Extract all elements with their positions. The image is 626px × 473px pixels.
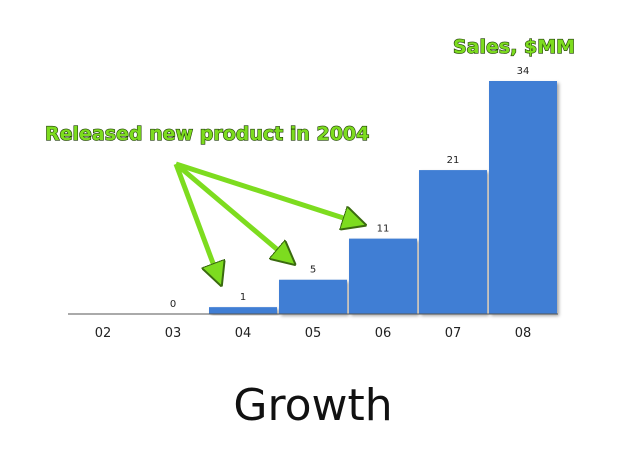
arrow <box>175 161 362 224</box>
bar <box>489 81 557 314</box>
data-label: 11 <box>377 224 390 235</box>
chart-title: Growth <box>233 380 392 431</box>
data-label: 5 <box>310 265 316 276</box>
data-label: 34 <box>517 66 530 77</box>
bar <box>209 307 277 314</box>
data-label: 21 <box>447 155 460 166</box>
x-tick-label: 06 <box>375 326 392 341</box>
x-tick-label: 07 <box>445 326 462 341</box>
arrows <box>173 161 362 282</box>
data-label: 0 <box>170 299 176 310</box>
x-tick-label: 02 <box>95 326 112 341</box>
bar <box>349 238 417 314</box>
arrow <box>173 163 220 282</box>
bars <box>209 81 557 314</box>
x-tick-label: 03 <box>165 326 182 341</box>
bar <box>279 279 347 314</box>
x-tick-label: 05 <box>305 326 322 341</box>
arrow <box>174 162 292 262</box>
data-label: 1 <box>240 292 246 303</box>
x-tick-label: 04 <box>235 326 252 341</box>
annotation: Released new product in 2004 <box>45 123 369 145</box>
bar <box>419 170 487 314</box>
series-label: Sales, $MM <box>453 36 575 58</box>
x-tick-label: 08 <box>515 326 532 341</box>
